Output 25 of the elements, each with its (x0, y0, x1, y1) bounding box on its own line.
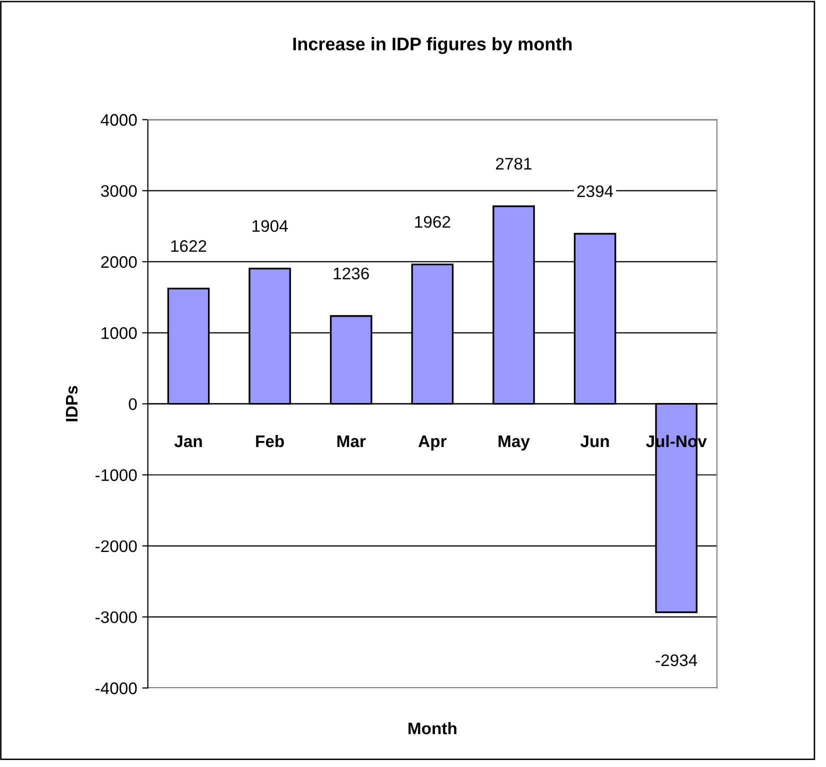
y-tick-label: -2000 (96, 540, 137, 552)
y-tick-label: 4000 (100, 114, 137, 126)
x-tick-label: Feb (256, 434, 284, 448)
y-tick-label: 0 (128, 398, 137, 410)
y-tick-label: 3000 (101, 185, 137, 197)
x-axis-title: Month (408, 722, 456, 734)
data-label: 2781 (496, 158, 532, 170)
x-tick-label: Jun (580, 436, 609, 448)
data-label: 1904 (252, 220, 288, 232)
data-label: 1236 (334, 268, 369, 280)
x-tick-label: May (498, 436, 530, 450)
y-axis-title: IDPs (66, 386, 78, 422)
x-tick-label: Apr (418, 436, 447, 450)
y-tick-label: -1000 (96, 469, 137, 482)
data-label: 1962 (415, 216, 450, 228)
data-label: 2394 (577, 185, 614, 198)
x-tick-label: Mar (337, 436, 366, 448)
y-tick-label: -4000 (96, 682, 137, 694)
chart-title: Increase in IDP figures by month (293, 37, 572, 54)
x-tick-label: Jan (174, 436, 202, 448)
y-tick-label: 2000 (101, 256, 137, 268)
y-tick-label: -3000 (96, 611, 137, 624)
y-tick-label: 1000 (102, 327, 137, 339)
data-label: -2934 (656, 654, 698, 666)
data-label: 1622 (171, 240, 206, 252)
